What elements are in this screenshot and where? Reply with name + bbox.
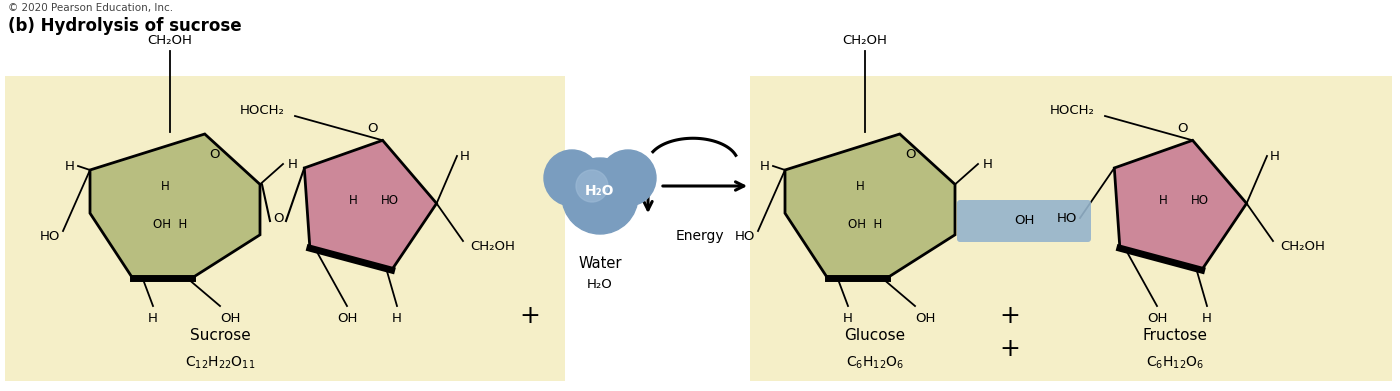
Text: HOCH₂: HOCH₂	[1050, 104, 1095, 118]
Text: H: H	[161, 179, 169, 192]
Text: H: H	[64, 160, 76, 172]
Text: CH₂OH: CH₂OH	[147, 34, 192, 47]
Text: OH: OH	[220, 312, 241, 325]
FancyBboxPatch shape	[958, 200, 1091, 242]
Text: O: O	[1177, 122, 1189, 136]
Text: H: H	[1159, 194, 1168, 208]
Text: H: H	[843, 312, 853, 325]
Circle shape	[545, 150, 601, 206]
Text: $\mathregular{C_{12}H_{22}O_{11}}$: $\mathregular{C_{12}H_{22}O_{11}}$	[185, 355, 255, 371]
Text: Glucose: Glucose	[844, 328, 906, 344]
Polygon shape	[1114, 140, 1246, 270]
Polygon shape	[90, 134, 260, 278]
Text: HO: HO	[381, 194, 399, 208]
Text: Sucrose: Sucrose	[189, 328, 251, 344]
FancyBboxPatch shape	[1030, 76, 1392, 381]
Text: +: +	[519, 304, 540, 328]
Polygon shape	[304, 140, 437, 270]
Text: CH₂OH: CH₂OH	[470, 240, 515, 253]
Text: OH: OH	[914, 312, 935, 325]
Text: OH  H: OH H	[848, 217, 882, 231]
Circle shape	[575, 170, 608, 202]
Text: OH: OH	[1014, 215, 1035, 228]
Text: H₂O: H₂O	[587, 278, 613, 291]
Text: HO: HO	[1057, 212, 1077, 224]
Polygon shape	[785, 134, 955, 278]
Text: +: +	[1000, 304, 1021, 328]
Text: O: O	[368, 122, 378, 136]
Text: Water: Water	[578, 256, 622, 271]
Text: $\mathregular{C_6H_{12}O_6}$: $\mathregular{C_6H_{12}O_6}$	[1145, 355, 1204, 371]
Text: © 2020 Pearson Education, Inc.: © 2020 Pearson Education, Inc.	[8, 3, 174, 13]
Text: +: +	[1000, 337, 1021, 361]
Text: OH  H: OH H	[153, 217, 188, 231]
FancyBboxPatch shape	[6, 76, 566, 381]
Text: OH: OH	[337, 312, 357, 325]
Text: H: H	[1270, 149, 1280, 163]
Text: (b) Hydrolysis of sucrose: (b) Hydrolysis of sucrose	[8, 17, 242, 35]
Text: HO: HO	[735, 230, 755, 242]
Text: CH₂OH: CH₂OH	[1280, 240, 1324, 253]
Text: Fructose: Fructose	[1142, 328, 1207, 344]
Text: H: H	[855, 179, 864, 192]
Text: H: H	[461, 149, 470, 163]
Text: H: H	[983, 158, 993, 170]
Text: HO: HO	[1191, 194, 1210, 208]
Text: Energy: Energy	[676, 229, 724, 243]
FancyBboxPatch shape	[750, 76, 1114, 381]
Text: H: H	[148, 312, 158, 325]
Circle shape	[601, 150, 657, 206]
Text: H: H	[760, 160, 770, 172]
Text: HOCH₂: HOCH₂	[241, 104, 286, 118]
Text: O: O	[210, 147, 220, 160]
Text: CH₂OH: CH₂OH	[843, 34, 888, 47]
Text: O: O	[273, 212, 283, 226]
Text: HO: HO	[39, 230, 60, 242]
Text: H: H	[349, 194, 357, 208]
Circle shape	[561, 158, 638, 234]
Text: H: H	[288, 158, 298, 170]
Text: O: O	[904, 147, 916, 160]
Text: H: H	[1203, 312, 1212, 325]
Text: H: H	[392, 312, 402, 325]
Text: $\mathregular{C_6H_{12}O_6}$: $\mathregular{C_6H_{12}O_6}$	[846, 355, 904, 371]
Text: H₂O: H₂O	[585, 184, 615, 198]
Text: OH: OH	[1147, 312, 1168, 325]
